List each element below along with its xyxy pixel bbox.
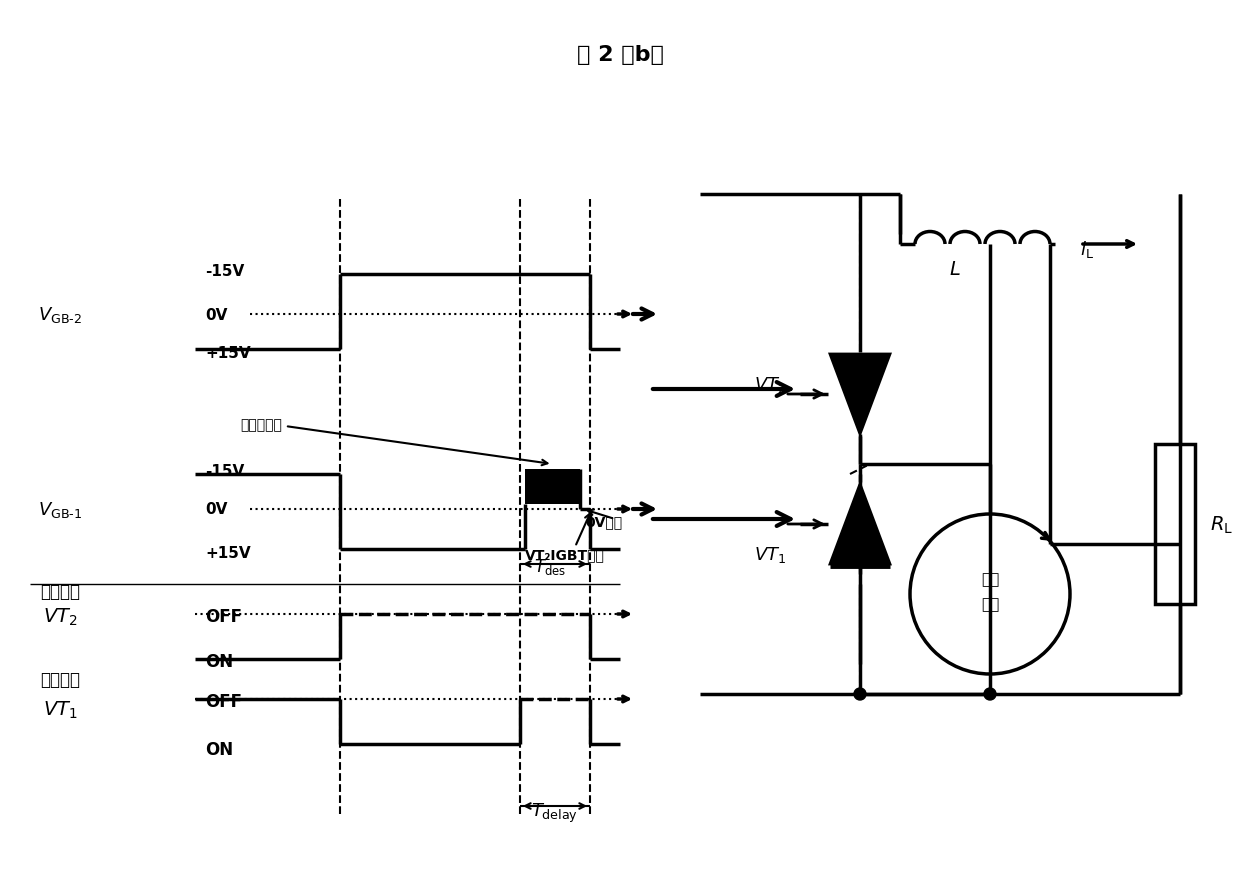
Text: 0V: 0V xyxy=(205,502,227,517)
Text: 0V: 0V xyxy=(205,308,227,322)
Text: VT₂IGBT开启: VT₂IGBT开启 xyxy=(525,547,605,561)
Bar xyxy=(525,469,580,504)
Text: 续流: 续流 xyxy=(981,597,999,611)
Text: $R_{\rm L}$: $R_{\rm L}$ xyxy=(1210,514,1233,535)
Circle shape xyxy=(985,688,996,700)
Circle shape xyxy=(854,688,866,700)
Text: $T_{\rm delay}$: $T_{\rm delay}$ xyxy=(532,801,579,824)
Polygon shape xyxy=(830,355,890,434)
Text: $VT_{\rm 1}$: $VT_{\rm 1}$ xyxy=(754,544,786,564)
Text: $L$: $L$ xyxy=(949,261,961,279)
Text: ON: ON xyxy=(205,740,233,758)
Text: $V_{\rm GB\text{-}2}$: $V_{\rm GB\text{-}2}$ xyxy=(38,305,82,325)
Text: $i_{\rm L}$: $i_{\rm L}$ xyxy=(1080,240,1094,260)
Text: OFF: OFF xyxy=(205,692,242,710)
Text: +15V: +15V xyxy=(205,345,250,360)
Text: 图 2 （b）: 图 2 （b） xyxy=(577,45,663,65)
Text: $VT_{\rm 2}$: $VT_{\rm 2}$ xyxy=(754,375,786,394)
Text: $VT_{\rm 1}$: $VT_{\rm 1}$ xyxy=(42,698,77,720)
Text: OFF: OFF xyxy=(205,607,242,625)
Text: -15V: -15V xyxy=(205,265,244,279)
Text: 控制信号: 控制信号 xyxy=(40,583,81,601)
Text: $T_{\rm des}$: $T_{\rm des}$ xyxy=(534,556,567,577)
Text: 0V电平: 0V电平 xyxy=(585,514,622,528)
Text: ON: ON xyxy=(205,653,233,670)
Text: 控制信号: 控制信号 xyxy=(40,670,81,688)
Text: 迟电和脉冲: 迟电和脉冲 xyxy=(241,417,281,432)
Text: $V_{\rm GB\text{-}1}$: $V_{\rm GB\text{-}1}$ xyxy=(38,500,82,519)
Bar xyxy=(1154,444,1195,604)
Text: -15V: -15V xyxy=(205,464,244,479)
Polygon shape xyxy=(830,485,890,564)
Text: +15V: +15V xyxy=(205,544,250,560)
Text: 回路: 回路 xyxy=(981,572,999,586)
Text: $VT_{\rm 2}$: $VT_{\rm 2}$ xyxy=(42,606,77,628)
